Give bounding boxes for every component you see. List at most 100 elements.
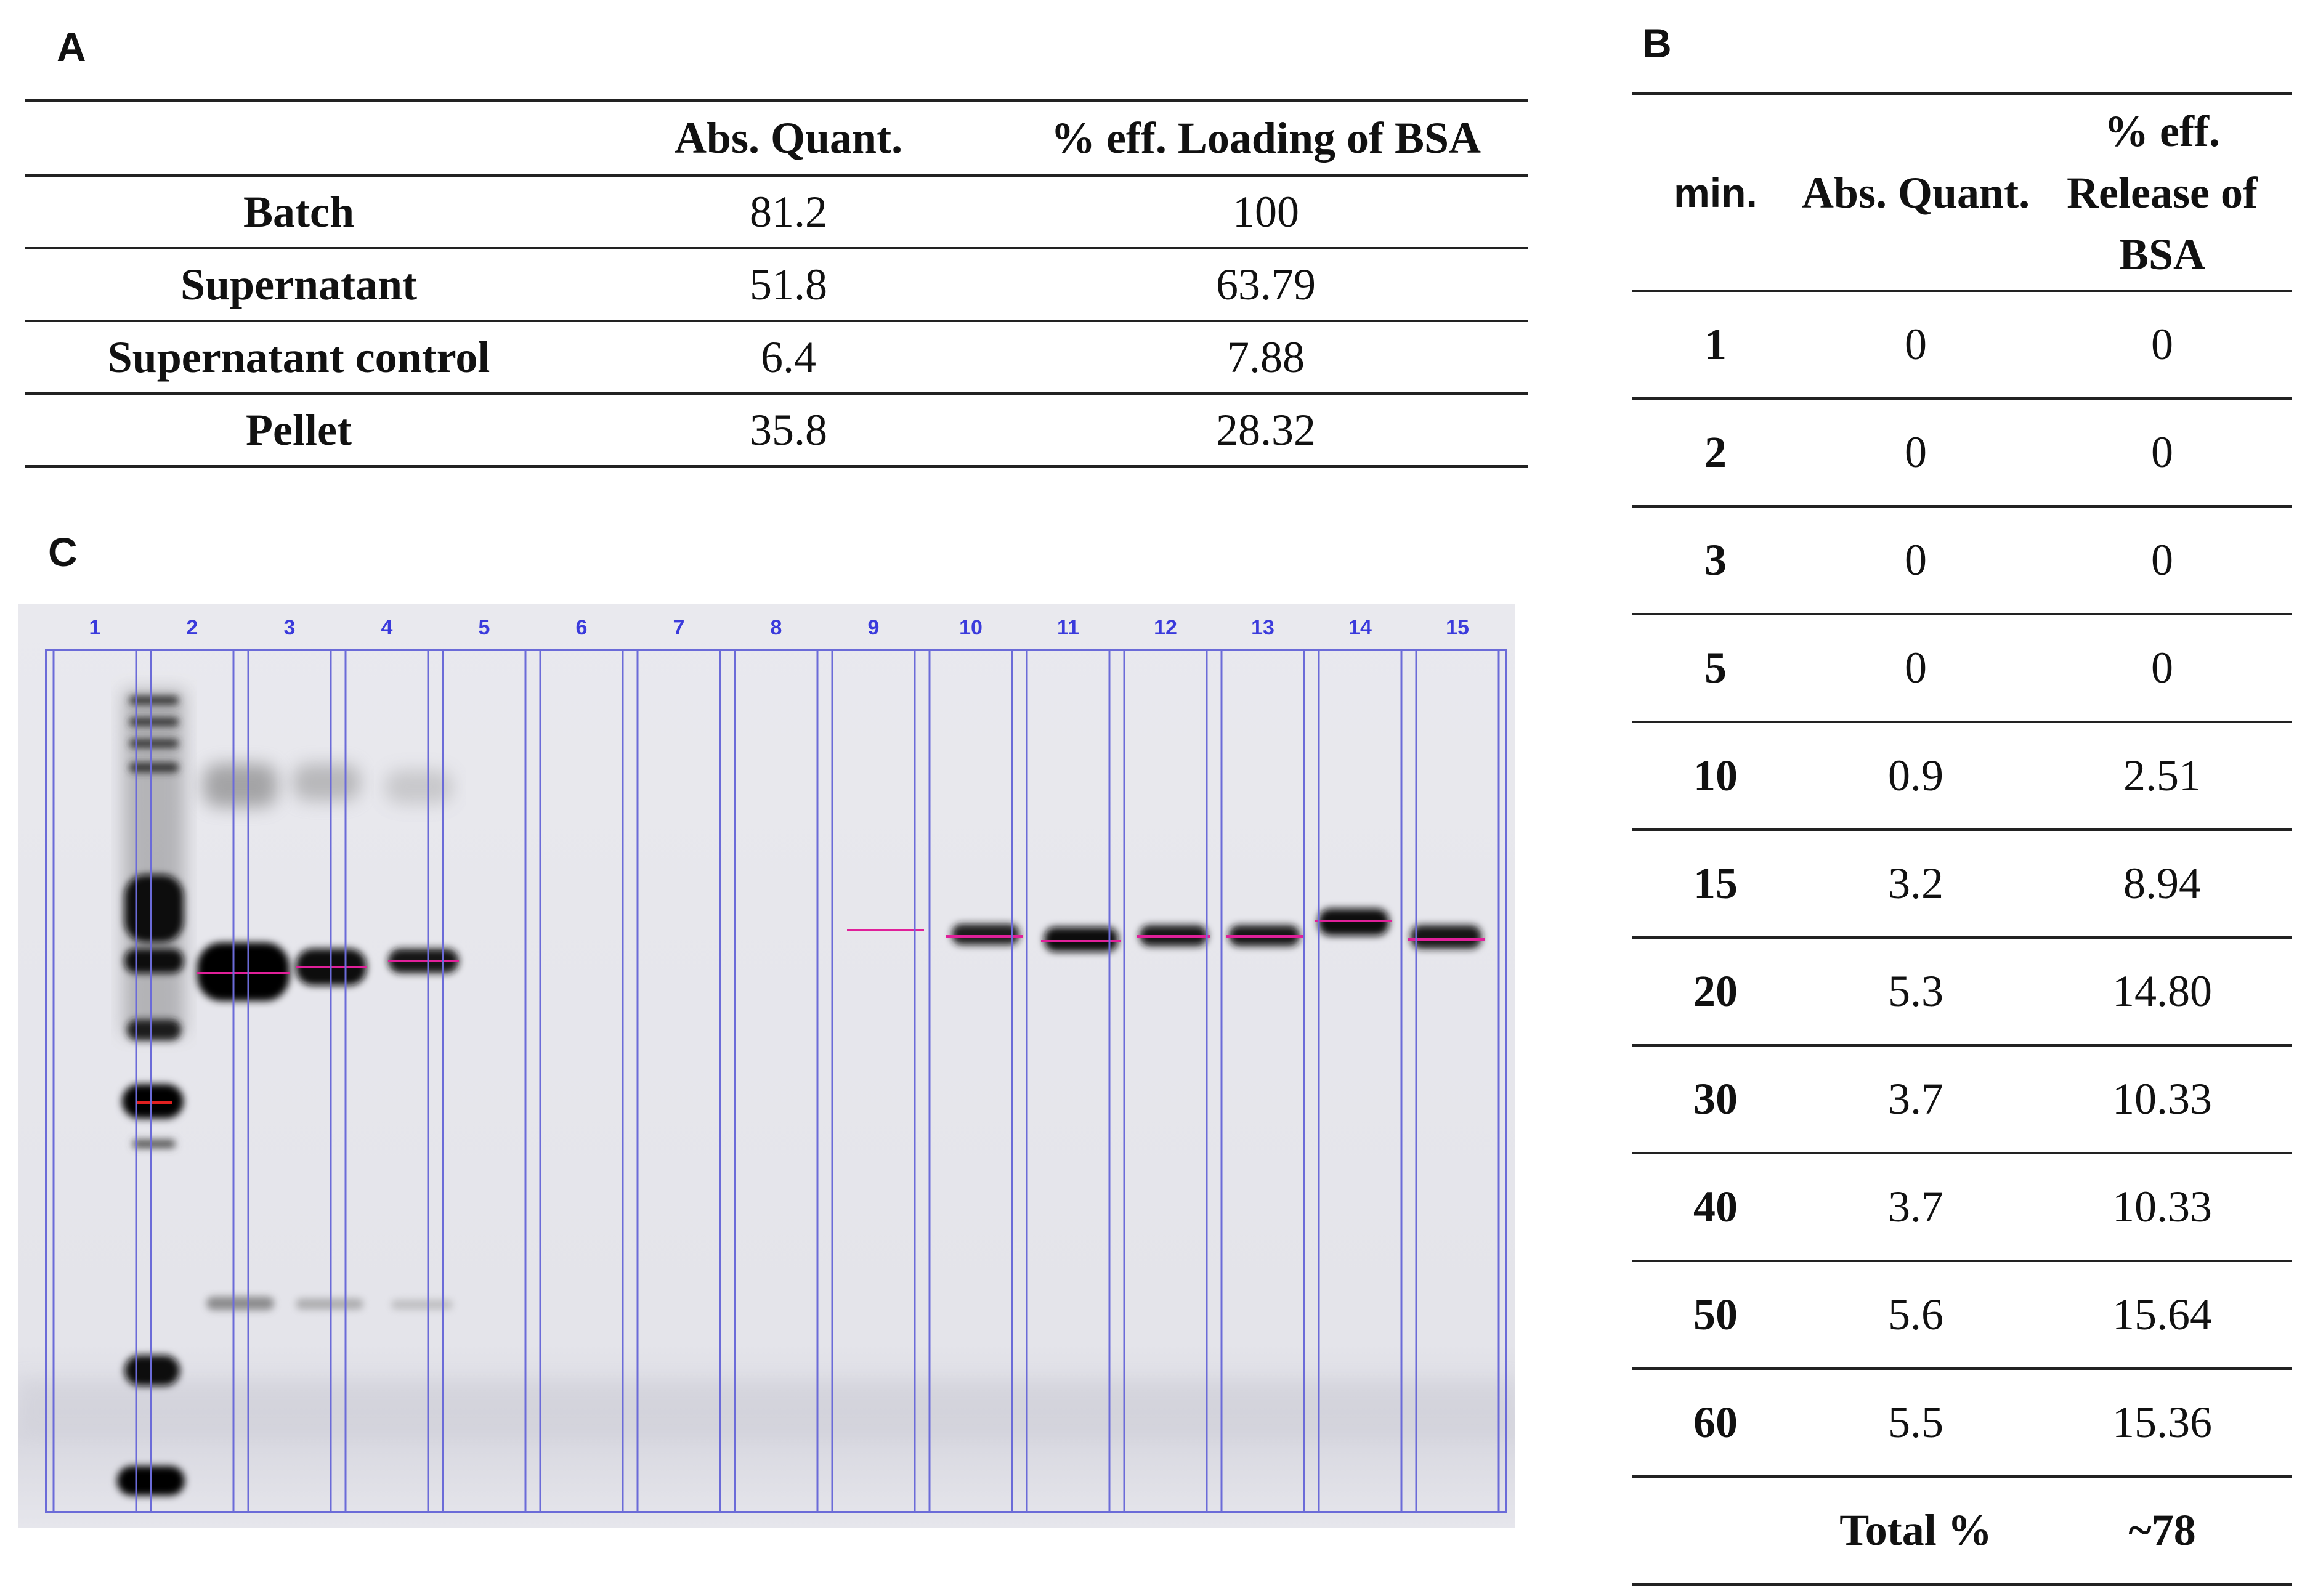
table-row: 20 5.3 14.80 [1632,938,2292,1045]
table-row: 2 0 0 [1632,399,2292,506]
table-row: 40 3.7 10.33 [1632,1153,2292,1261]
lane-number-13: 13 [1251,616,1274,639]
panel-label-b: B [1642,20,1672,66]
table-row: 60 5.5 15.36 [1632,1369,2292,1477]
eff-value: 8.94 [2123,859,2201,908]
lane-number-9: 9 [868,616,880,639]
abs-value: 3.7 [1888,1182,1943,1231]
ladder-band [124,1355,180,1386]
band-lane-2-upper [203,764,277,807]
row-label: Supernatant [180,259,418,309]
abs-value: 5.3 [1888,966,1943,1016]
table-row: Batch 81.2 100 [25,176,1528,248]
lane-number-1: 1 [89,616,101,639]
lane-number-10: 10 [959,616,983,639]
loading-header-eff: % eff. Loading of BSA [1050,113,1481,163]
lane-number-6: 6 [576,616,588,639]
ladder-band [124,875,184,942]
ladder-band [129,739,179,748]
row-label: Supernatant control [107,332,490,382]
ladder-band [124,949,184,973]
release-header-min: min. [1674,169,1757,216]
abs-value: 3.7 [1888,1074,1943,1124]
band-lane-11 [1044,927,1118,952]
eff-value: 10.33 [2112,1074,2212,1124]
table-row: Supernatant control 6.4 7.88 [25,321,1528,394]
abs-value: 5.5 [1888,1398,1943,1447]
lane-number-5: 5 [479,616,490,639]
abs-value: 3.2 [1888,859,1943,908]
abs-value: 51.8 [750,259,827,309]
eff-value: 0 [2151,320,2173,369]
min-value: 50 [1693,1290,1738,1339]
panel-label-a: A [57,24,86,70]
total-label: Total % [1839,1505,1992,1555]
band-lane-4-lower [391,1300,453,1310]
gel-background [18,604,1515,1528]
abs-value: 6.4 [761,332,816,382]
ladder-band [129,718,179,726]
lane-number-12: 12 [1154,616,1177,639]
eff-value: 28.32 [1216,405,1316,455]
gel-image: 1 2 3 4 5 6 7 8 9 10 11 12 13 14 15 [18,604,1515,1528]
loading-table: Abs. Quant. % eff. Loading of BSA Batch … [25,99,1528,468]
eff-value: 14.80 [2112,966,2212,1016]
gel-frame [45,649,1507,1513]
min-value: 5 [1704,643,1727,692]
eff-value: 15.36 [2112,1398,2212,1447]
eff-value: 100 [1233,187,1299,237]
band-lane-2-lower [206,1297,274,1310]
band-lane-3-lower [296,1298,363,1310]
lane-number-11: 11 [1057,616,1079,639]
row-label: Pellet [246,405,352,455]
release-table: min. Abs. Quant. % eff. Release of BSA 1… [1632,92,2292,1586]
abs-value: 0 [1905,427,1927,477]
eff-value: 2.51 [2123,751,2201,800]
release-table-header: min. Abs. Quant. % eff. Release of BSA [1632,94,2292,291]
release-bands [847,909,1485,952]
panel-label-c: C [48,529,78,575]
eff-value: 0 [2151,535,2173,585]
abs-value: 0.9 [1888,751,1943,800]
eff-value: 0 [2151,427,2173,477]
eff-value: 15.64 [2112,1290,2212,1339]
eff-value: 7.88 [1227,332,1305,382]
ladder-band [129,763,179,772]
band-lane-4-upper [385,770,453,804]
table-row: 1 0 0 [1632,291,2292,399]
lane-labels: 1 2 3 4 5 6 7 8 9 10 11 12 13 14 15 [89,616,1469,639]
abs-value: 35.8 [750,405,827,455]
release-header-eff: % eff. Release of BSA [2067,106,2258,279]
table-row: Supernatant 51.8 63.79 [25,248,1528,321]
loading-header-abs: Abs. Quant. [674,113,903,163]
min-value: 2 [1704,427,1727,477]
total-empty-cell [1632,1477,1799,1584]
band-lane-15 [1411,925,1481,949]
abs-value: 5.6 [1888,1290,1943,1339]
lane-number-4: 4 [381,616,393,639]
eff-value: 0 [2151,643,2173,692]
lane-number-3: 3 [284,616,296,639]
lane-number-7: 7 [673,616,685,639]
min-value: 20 [1693,966,1738,1016]
min-value: 30 [1693,1074,1738,1124]
ladder-band [132,1140,176,1148]
abs-value: 0 [1905,535,1927,585]
abs-value: 81.2 [750,187,827,237]
loading-header-empty [25,100,573,176]
abs-value: 0 [1905,320,1927,369]
min-value: 1 [1704,320,1727,369]
eff-value: 63.79 [1216,259,1316,309]
band-lane-10 [952,924,1019,945]
lane-number-8: 8 [771,616,782,639]
table-row: 30 3.7 10.33 [1632,1045,2292,1153]
lane-number-2: 2 [187,616,198,639]
table-row: Pellet 35.8 28.32 [25,394,1528,466]
ladder-band [129,696,179,705]
min-value: 3 [1704,535,1727,585]
gel-bottom-smear [18,1380,1515,1435]
lane-number-14: 14 [1348,616,1372,639]
table-row: 50 5.6 15.64 [1632,1261,2292,1369]
abs-value: 0 [1905,643,1927,692]
min-value: 10 [1693,751,1738,800]
